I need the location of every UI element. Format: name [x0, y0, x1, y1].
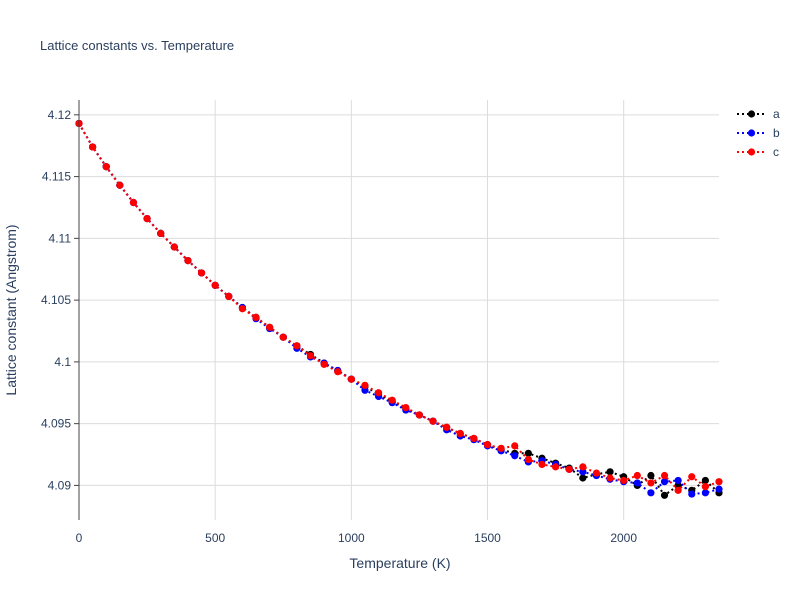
series-c-point	[320, 360, 328, 368]
y-axis: 4.09 4.095 4.1 4.105 4.11 4.115 4.12	[41, 108, 79, 492]
series-c-point	[579, 463, 587, 471]
series-b-point	[511, 452, 519, 460]
series-c-point	[211, 281, 219, 289]
legend-item-c[interactable]: c	[737, 145, 779, 159]
legend-marker	[747, 148, 756, 156]
chart-title: Lattice constants vs. Temperature	[40, 38, 234, 53]
series-c-point	[497, 444, 505, 452]
series-c-point	[157, 229, 165, 238]
series-c-point	[592, 469, 601, 477]
series-c-point	[606, 474, 614, 482]
plot-area	[75, 119, 723, 499]
series-c-point	[415, 411, 424, 419]
x-axis-title: Temperature (K)	[349, 555, 450, 571]
series-c-point	[361, 381, 369, 389]
series-c-point	[511, 442, 519, 450]
y-axis-title: Lattice constant (Angstrom)	[3, 224, 19, 395]
series-b-point	[633, 479, 641, 487]
y-tick-label: 4.09	[48, 478, 72, 492]
series-c-point	[674, 486, 682, 494]
y-tick-label: 4.1	[54, 355, 71, 369]
series-c-point	[116, 181, 124, 189]
y-tick-label: 4.12	[48, 108, 72, 122]
series-a-point	[701, 476, 709, 485]
legend: abc	[737, 107, 780, 159]
series-c-point	[620, 476, 628, 485]
series-c-point	[102, 163, 110, 171]
series-c-point	[647, 479, 655, 487]
legend-marker	[747, 110, 756, 118]
y-tick-label: 4.105	[41, 293, 71, 307]
series-c-point	[443, 423, 451, 431]
series-c-point	[129, 198, 138, 207]
series-b-point	[688, 490, 696, 498]
series-c-point	[252, 313, 260, 322]
x-tick-label: 2000	[610, 531, 637, 545]
series-c-point	[660, 471, 669, 480]
series-c-point	[524, 455, 532, 464]
x-tick-label: 0	[76, 531, 83, 545]
legend-label: c	[773, 145, 779, 159]
series-c-point	[347, 375, 355, 383]
series-c-point	[470, 434, 478, 443]
grid	[79, 100, 719, 520]
series-c-point	[374, 389, 383, 397]
series-c-point	[551, 463, 560, 471]
series-b-point	[579, 468, 587, 476]
series-c-point	[225, 292, 233, 301]
series-a-point	[524, 449, 532, 457]
series-b-point	[701, 489, 709, 497]
legend-item-a[interactable]: a	[737, 107, 780, 121]
series-c-point	[143, 214, 151, 223]
series-c-point	[89, 143, 97, 151]
series-c-point	[279, 333, 287, 341]
series-b-point	[674, 476, 682, 485]
series-c-point	[429, 417, 437, 425]
series-a-point	[647, 471, 655, 480]
series-c-point	[184, 256, 192, 265]
series-c-point	[402, 403, 410, 412]
series-b-line	[78, 122, 720, 496]
series-c-point	[334, 368, 342, 376]
x-tick-label: 500	[205, 531, 225, 545]
series-a-line	[78, 122, 720, 497]
series-a-point	[660, 491, 669, 499]
series-c-point	[565, 465, 573, 473]
series-c-point	[701, 483, 709, 491]
series-b-point	[647, 489, 655, 497]
series-c-line	[78, 122, 720, 492]
legend-label: b	[773, 126, 780, 140]
series-c-point	[483, 441, 492, 449]
x-tick-label: 1000	[338, 531, 365, 545]
series-b-point	[660, 478, 669, 486]
series-a-point	[579, 474, 587, 482]
series-c-point	[456, 429, 464, 438]
series-c-point	[388, 396, 396, 404]
series-c	[75, 119, 723, 494]
legend-item-b[interactable]: b	[737, 126, 780, 140]
legend-label: a	[773, 107, 780, 121]
series-c-point	[633, 471, 641, 480]
series-c-point	[715, 478, 723, 486]
series-b-point	[361, 386, 369, 394]
x-axis: 0 500 1000 1500 2000	[76, 531, 638, 545]
y-tick-label: 4.115	[42, 170, 71, 184]
legend-marker	[747, 129, 756, 137]
series-c-point	[266, 323, 274, 331]
series-b-point	[715, 485, 723, 493]
series-c-point	[293, 342, 301, 350]
y-tick-label: 4.11	[49, 231, 72, 245]
series-c-point	[170, 243, 178, 251]
series-c-point	[688, 473, 696, 481]
series-c-point	[197, 269, 206, 277]
x-tick-label: 1500	[474, 531, 501, 545]
series-c-point	[538, 460, 546, 469]
series-a-point	[606, 468, 614, 476]
series-c-point	[306, 352, 315, 360]
series-c-point	[238, 305, 247, 313]
y-tick-label: 4.095	[41, 417, 71, 431]
